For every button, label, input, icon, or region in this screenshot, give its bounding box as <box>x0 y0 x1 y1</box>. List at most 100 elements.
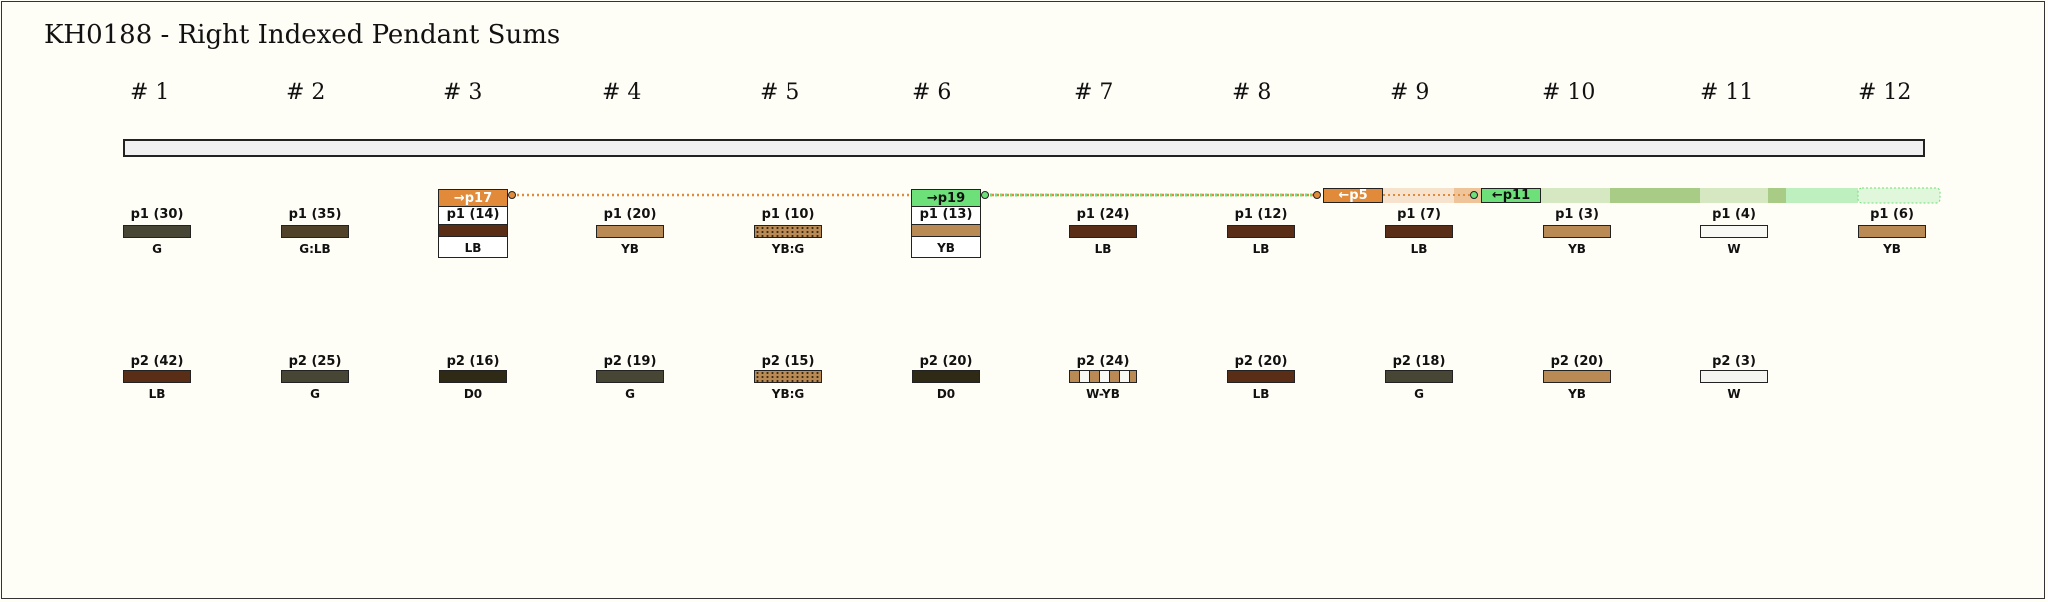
pendant-color-swatch <box>754 370 822 383</box>
pendant-label: p2 (20) <box>1550 354 1604 369</box>
pendant-color-swatch <box>1543 370 1611 383</box>
pendant-color-name: LB <box>464 241 482 255</box>
pendant-label: p1 (14) <box>446 207 500 222</box>
cord-number-label: # 8 <box>1232 80 1272 105</box>
pendant-label: p2 (42) <box>130 354 184 369</box>
pendant-color-swatch <box>1700 225 1768 238</box>
pendant-color-swatch <box>1227 370 1295 383</box>
pendant-color-name: D0 <box>936 387 956 401</box>
pendant-color-name: G:LB <box>299 242 331 256</box>
green-sum-band <box>1857 187 1941 204</box>
pendant-color-name: YB <box>621 242 639 256</box>
pendant-label: p1 (20) <box>603 207 657 222</box>
index-target-tag: →p19 <box>912 190 980 207</box>
green-sum-band <box>1540 188 1610 203</box>
pendant-color-swatch <box>439 224 507 237</box>
indexed-pendant-box: →p19 p1 (13) YB <box>911 189 981 258</box>
link-endpoint-dot <box>1470 191 1478 199</box>
cord-number-label: # 11 <box>1700 80 1754 105</box>
pendant-color-name: LB <box>1094 242 1112 256</box>
pendant-color-name: LB <box>1252 242 1270 256</box>
cord-number-label: # 6 <box>912 80 952 105</box>
green-sum-band <box>1610 188 1700 203</box>
pendant-color-name: LB <box>1252 387 1270 401</box>
pendant-color-name: G <box>625 387 635 401</box>
cord-number-label: # 5 <box>760 80 800 105</box>
pendant-color-swatch <box>596 370 664 383</box>
pendant-label: p2 (20) <box>919 354 973 369</box>
index-target-tag: →p17 <box>439 190 507 207</box>
pendant-color-name: G <box>1414 387 1424 401</box>
pendant-color-swatch <box>1858 225 1926 238</box>
pendant-label: p1 (4) <box>1712 207 1756 222</box>
pendant-color-swatch <box>123 370 191 383</box>
cord-number-label: # 9 <box>1390 80 1430 105</box>
pendant-color-name: LB <box>1410 242 1428 256</box>
pendant-color-name: W-YB <box>1086 387 1120 401</box>
green-sum-band <box>1700 188 1768 203</box>
pendant-color-swatch <box>754 225 822 238</box>
pendant-color-swatch <box>281 370 349 383</box>
pendant-color-name: YB <box>1883 242 1901 256</box>
cord-number-label: # 2 <box>286 80 326 105</box>
pendant-label: p2 (25) <box>288 354 342 369</box>
pendant-label: p1 (24) <box>1076 207 1130 222</box>
pendant-color-swatch <box>1069 370 1137 383</box>
pendant-label: p1 (7) <box>1397 207 1441 222</box>
pendant-label: p1 (12) <box>1234 207 1288 222</box>
link-endpoint-dot <box>981 191 989 199</box>
link-endpoint-dot <box>508 191 516 199</box>
pendant-label: p2 (20) <box>1234 354 1288 369</box>
cord-number-label: # 1 <box>130 80 170 105</box>
page-title: KH0188 - Right Indexed Pendant Sums <box>44 20 561 50</box>
pendant-color-swatch <box>912 224 980 237</box>
pendant-label: p1 (6) <box>1870 207 1914 222</box>
cord-number-label: # 4 <box>602 80 642 105</box>
pendant-label: p2 (16) <box>446 354 500 369</box>
pendant-color-name: YB:G <box>771 387 805 401</box>
pendant-label: p2 (15) <box>761 354 815 369</box>
index-source-tag: ←p5 <box>1323 188 1383 203</box>
pendant-color-name: W <box>1727 242 1741 256</box>
pendant-label: p1 (30) <box>130 207 184 222</box>
pendant-color-swatch <box>1385 225 1453 238</box>
pendant-color-name: YB:G <box>771 242 805 256</box>
pendant-color-name: D0 <box>463 387 483 401</box>
green-sum-band <box>1786 188 1858 203</box>
pendant-color-swatch <box>912 370 980 383</box>
pendant-label: p2 (18) <box>1392 354 1446 369</box>
pendant-color-swatch <box>1543 225 1611 238</box>
pendant-label: p2 (24) <box>1076 354 1130 369</box>
link-endpoint-dot <box>1313 191 1321 199</box>
pendant-color-swatch <box>281 225 349 238</box>
pendant-label: p2 (3) <box>1712 354 1756 369</box>
pendant-label: p1 (35) <box>288 207 342 222</box>
pendant-color-name: G <box>152 242 162 256</box>
pendant-color-swatch <box>1385 370 1453 383</box>
main-cord <box>123 139 1925 157</box>
pendant-color-name: G <box>310 387 320 401</box>
pendant-color-name: YB <box>937 241 955 255</box>
pendant-color-swatch <box>439 370 507 383</box>
pendant-label: p1 (13) <box>919 207 973 222</box>
pendant-label: p1 (3) <box>1555 207 1599 222</box>
pendant-color-name: LB <box>148 387 166 401</box>
green-sum-band <box>1768 188 1786 203</box>
pendant-color-swatch <box>1069 225 1137 238</box>
pendant-label: p1 (10) <box>761 207 815 222</box>
pendant-color-name: YB <box>1568 387 1586 401</box>
index-source-tag: ←p11 <box>1481 188 1541 203</box>
pendant-color-swatch <box>1700 370 1768 383</box>
cord-number-label: # 3 <box>443 80 483 105</box>
indexed-pendant-box: →p17 p1 (14) LB <box>438 189 508 258</box>
cord-number-label: # 7 <box>1074 80 1114 105</box>
pendant-color-swatch <box>123 225 191 238</box>
cord-number-label: # 12 <box>1858 80 1912 105</box>
pendant-label: p2 (19) <box>603 354 657 369</box>
pendant-color-swatch <box>596 225 664 238</box>
pendant-color-swatch <box>1227 225 1295 238</box>
cord-number-label: # 10 <box>1542 80 1596 105</box>
pendant-color-name: YB <box>1568 242 1586 256</box>
